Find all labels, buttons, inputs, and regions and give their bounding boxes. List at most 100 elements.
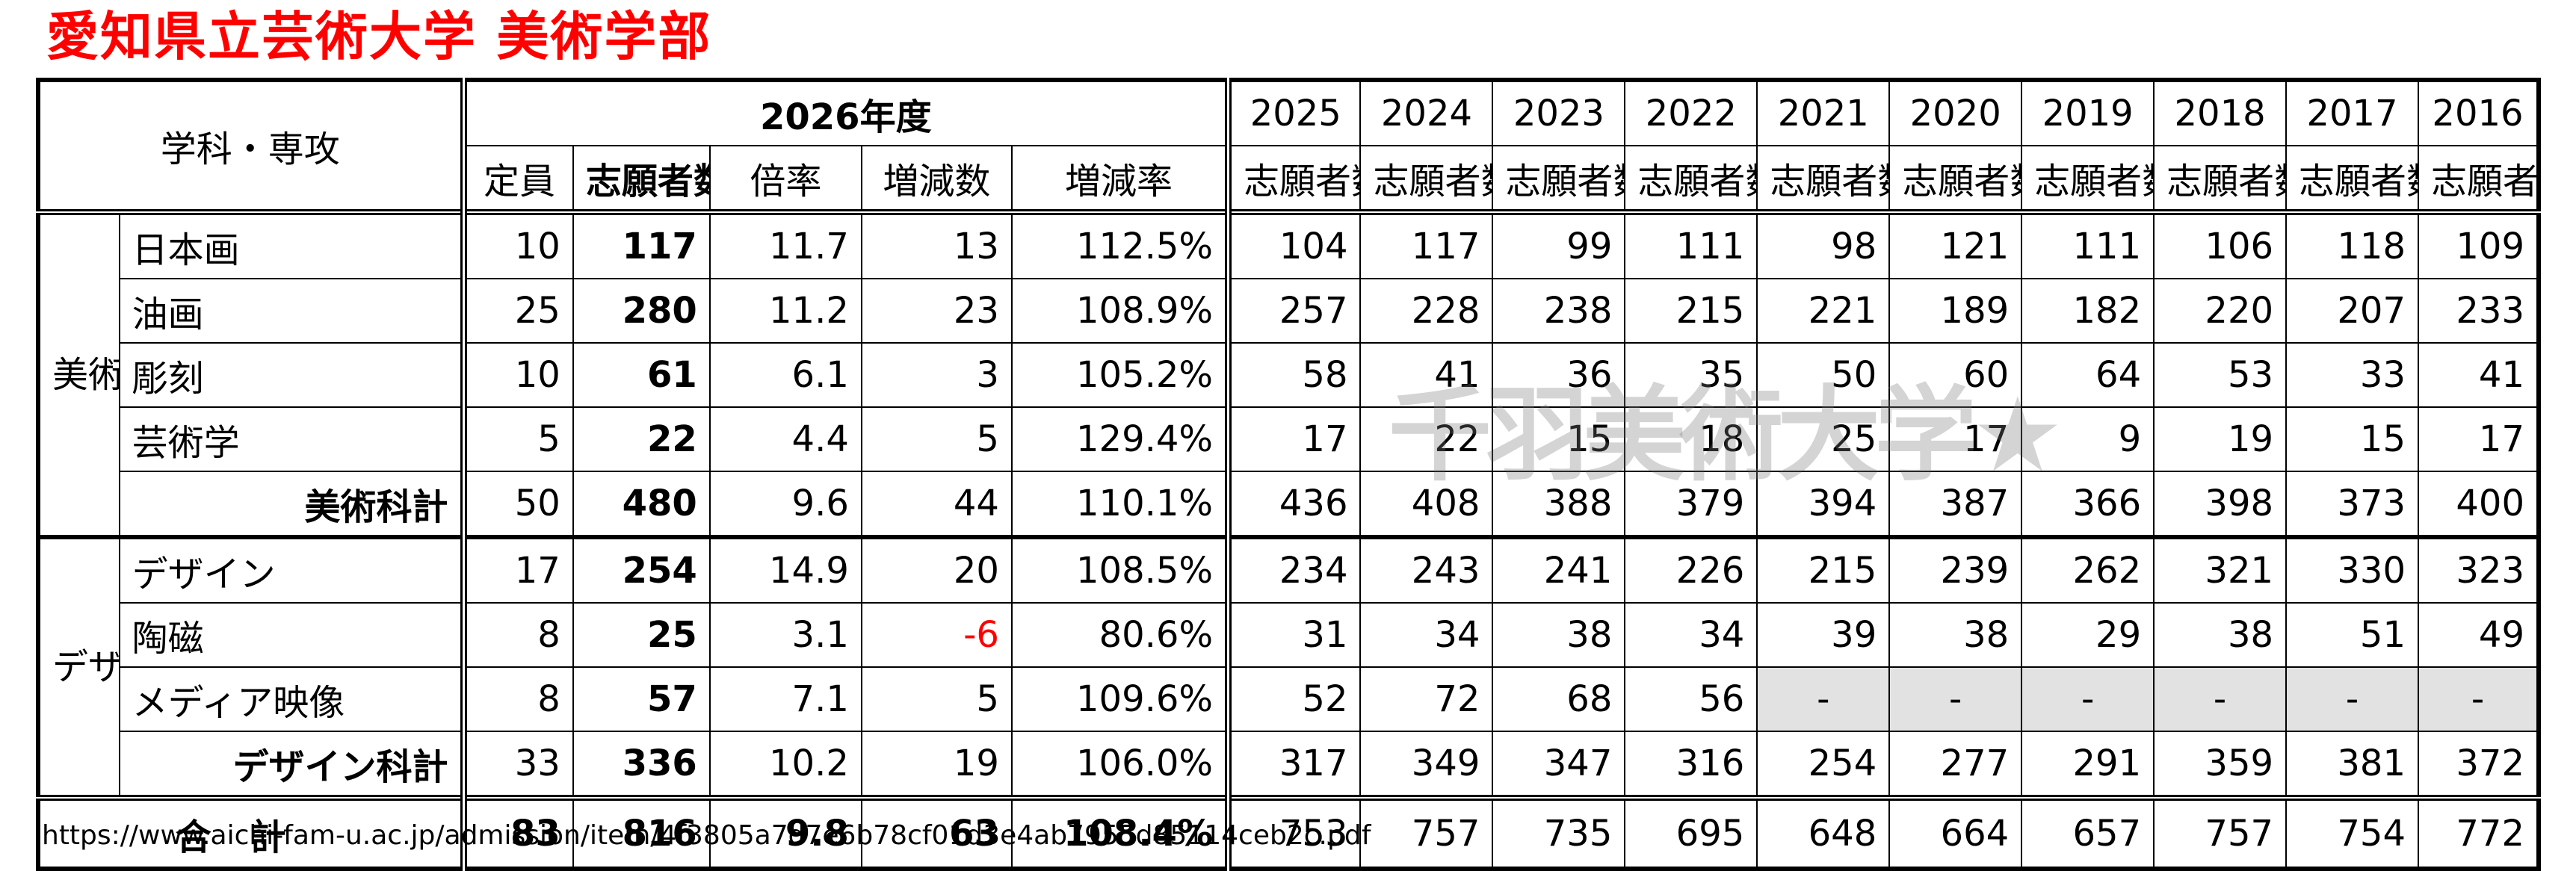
past-applicants-cell: 121 bbox=[1888, 209, 2023, 279]
department-name: メディア映像 bbox=[118, 666, 465, 732]
applicants-cell: 117 bbox=[572, 209, 711, 279]
page-title: 愛知県立芸術大学 美術学部 bbox=[46, 6, 712, 67]
past-applicants-cell: 99 bbox=[1492, 209, 1626, 279]
subheader-past-applicants: 志願者数 bbox=[1225, 145, 1362, 213]
ratio-cell: 3.1 bbox=[708, 602, 862, 668]
past-applicants-cell: 757 bbox=[2153, 795, 2288, 870]
past-applicants-cell: 238 bbox=[1492, 278, 1626, 344]
past-applicants-cell: 33 bbox=[2285, 342, 2419, 408]
table-row: 美術 日本画 10 117 11.7 13 112.5% 104 117 99 111 98 121 11… bbox=[37, 209, 2540, 538]
capacity-cell: 5 bbox=[460, 406, 574, 472]
capacity-cell: 10 bbox=[460, 209, 574, 279]
department-name: 芸術学 bbox=[118, 406, 465, 472]
change-rate-cell: 80.6% bbox=[1010, 602, 1229, 668]
past-applicants-cell: 347 bbox=[1492, 731, 1626, 799]
past-applicants-cell: 398 bbox=[2153, 471, 2288, 538]
past-applicants-cell: 51 bbox=[2285, 602, 2419, 668]
past-applicants-cell: 109 bbox=[2417, 209, 2540, 279]
past-applicants-cell: 349 bbox=[1359, 731, 1494, 799]
past-applicants-cell: 321 bbox=[2153, 535, 2288, 604]
past-applicants-cell: 15 bbox=[2285, 406, 2419, 472]
header-year: 2021 bbox=[1756, 79, 1891, 146]
past-applicants-cell: 111 bbox=[1624, 209, 1758, 279]
past-applicants-cell: - bbox=[2285, 666, 2419, 732]
past-applicants-cell: 233 bbox=[2417, 278, 2540, 344]
subheader-past-applicants: 志願者数 bbox=[2153, 145, 2288, 213]
past-applicants-cell: 373 bbox=[2285, 471, 2419, 538]
applicant-statistics-table: 学科・専攻 2026年度 2025 2024 2023 2022 2021 20… bbox=[36, 78, 2541, 871]
past-applicants-cell: 221 bbox=[1756, 278, 1891, 344]
applicants-cell: 57 bbox=[572, 666, 711, 732]
header-row-years: 学科・専攻 2026年度 2025 2024 2023 2022 2021 20… bbox=[37, 79, 2540, 213]
past-applicants-cell: 359 bbox=[2153, 731, 2288, 799]
subheader-past-applicants: 志願者数 bbox=[2417, 145, 2540, 213]
header-row-subheads: 定員 志願者数 倍率 増減数 増減率 志願者数 志願者数 志願者数 志願者数 志… bbox=[38, 145, 2540, 213]
past-applicants-cell: 17 bbox=[1888, 406, 2023, 472]
past-applicants-cell: 226 bbox=[1624, 535, 1758, 604]
subheader-ratio: 倍率 bbox=[708, 145, 862, 213]
past-applicants-cell: 207 bbox=[2285, 278, 2419, 344]
subheader-capacity: 定員 bbox=[460, 145, 574, 213]
table-row: 油画 25 280 11.2 23 108.9% 257 228 238 215 221 189 182… bbox=[38, 278, 2540, 344]
change-cell: 20 bbox=[860, 535, 1013, 604]
past-applicants-cell: 657 bbox=[2021, 795, 2155, 870]
past-applicants-cell: 52 bbox=[1225, 666, 1362, 732]
past-applicants-cell: 215 bbox=[1756, 535, 1891, 604]
past-applicants-cell: 291 bbox=[2021, 731, 2155, 799]
change-rate-cell: 109.6% bbox=[1010, 666, 1229, 732]
subheader-past-applicants: 志願者数 bbox=[2285, 145, 2419, 213]
table-row: 陶磁 8 25 3.1 -6 80.6% 31 34 38 34 39 38 29 38 51 49 bbox=[38, 602, 2540, 668]
table-row: メディア映像 8 57 7.1 5 109.6% 52 72 68 56- - - - - - bbox=[38, 666, 2540, 732]
past-applicants-cell: 117 bbox=[1359, 209, 1494, 279]
header-year: 2016 bbox=[2417, 79, 2540, 146]
past-applicants-cell: 60 bbox=[1888, 342, 2023, 408]
applicants-cell: 336 bbox=[572, 731, 711, 799]
ratio-cell: 11.7 bbox=[708, 209, 862, 279]
department-name: 彫刻 bbox=[118, 342, 465, 408]
past-applicants-cell: 400 bbox=[2417, 471, 2540, 538]
header-year: 2025 bbox=[1225, 79, 1362, 146]
past-applicants-cell: 31 bbox=[1225, 602, 1362, 668]
past-applicants-cell: 64 bbox=[2021, 342, 2155, 408]
change-rate-cell: 105.2% bbox=[1010, 342, 1229, 408]
past-applicants-cell: 695 bbox=[1624, 795, 1758, 870]
department-name: 日本画 bbox=[118, 209, 465, 279]
past-applicants-cell: 277 bbox=[1888, 731, 2023, 799]
source-url: https://www.aichi-fam-u.ac.jp/admission/… bbox=[42, 820, 1371, 851]
past-applicants-cell: 387 bbox=[1888, 471, 2023, 538]
change-cell: 13 bbox=[860, 209, 1013, 279]
applicants-cell: 254 bbox=[572, 535, 711, 604]
past-applicants-cell: 220 bbox=[2153, 278, 2288, 344]
past-applicants-cell: 228 bbox=[1359, 278, 1494, 344]
header-department: 学科・専攻 bbox=[37, 79, 465, 213]
past-applicants-cell: 323 bbox=[2417, 535, 2540, 604]
table-row: 芸術学 5 22 4.4 5 129.4% 17 22 15 18 25 17 9 19 15 17 bbox=[38, 406, 2540, 472]
subtotal-label: デザイン科計 bbox=[118, 731, 465, 799]
header-year: 2019 bbox=[2021, 79, 2155, 146]
past-applicants-cell: 118 bbox=[2285, 209, 2419, 279]
change-cell: -6 bbox=[860, 602, 1013, 668]
past-applicants-cell: 34 bbox=[1624, 602, 1758, 668]
past-applicants-cell: 317 bbox=[1225, 731, 1362, 799]
department-name: 陶磁 bbox=[118, 602, 465, 668]
subheader-past-applicants: 志願者数 bbox=[1888, 145, 2023, 213]
past-applicants-cell: - bbox=[1888, 666, 2023, 732]
past-applicants-cell: 53 bbox=[2153, 342, 2288, 408]
capacity-cell: 8 bbox=[460, 666, 574, 732]
past-applicants-cell: 241 bbox=[1492, 535, 1626, 604]
past-applicants-cell: 111 bbox=[2021, 209, 2155, 279]
table-row: 彫刻 10 61 6.1 3 105.2% 58 41 36 35 50 60 64 53 33 41 bbox=[38, 342, 2540, 408]
change-rate-cell: 108.9% bbox=[1010, 278, 1229, 344]
past-applicants-cell: 754 bbox=[2285, 795, 2419, 870]
past-applicants-cell: 330 bbox=[2285, 535, 2419, 604]
capacity-cell: 33 bbox=[460, 731, 574, 799]
past-applicants-cell: 243 bbox=[1359, 535, 1494, 604]
past-applicants-cell: 49 bbox=[2417, 602, 2540, 668]
past-applicants-cell: 41 bbox=[2417, 342, 2540, 408]
past-applicants-cell: 38 bbox=[1888, 602, 2023, 668]
change-rate-cell: 129.4% bbox=[1010, 406, 1229, 472]
header-year: 2018 bbox=[2153, 79, 2288, 146]
subheader-past-applicants: 志願者数 bbox=[1756, 145, 1891, 213]
applicants-cell: 61 bbox=[572, 342, 711, 408]
past-applicants-cell: 436 bbox=[1225, 471, 1362, 538]
